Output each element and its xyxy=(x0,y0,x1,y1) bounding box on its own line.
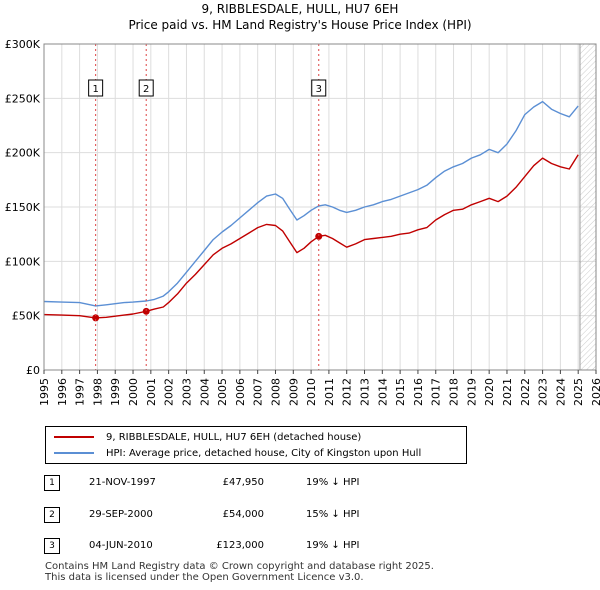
x-tick-label: 1995 xyxy=(38,378,51,406)
transaction-row-3: 3 04-JUN-2010 £123,000 19% ↓ HPI xyxy=(44,537,600,555)
transaction-row-1: 1 21-NOV-1997 £47,950 19% ↓ HPI xyxy=(44,474,600,492)
x-tick-label: 2022 xyxy=(519,378,532,406)
x-tick-label: 2013 xyxy=(359,378,372,406)
x-tick-label: 2007 xyxy=(252,378,265,406)
x-tick-label: 2020 xyxy=(483,378,496,406)
x-tick-label: 2014 xyxy=(376,378,389,406)
transaction-hpi-diff: 19% ↓ HPI xyxy=(306,477,360,488)
plot-area-frame xyxy=(43,43,597,371)
sale-marker-box xyxy=(138,79,154,97)
x-tick-label: 2000 xyxy=(127,378,140,406)
x-tick-label: 2019 xyxy=(465,378,478,406)
x-tick-label: 1996 xyxy=(56,378,69,406)
y-tick-label: £200K xyxy=(5,147,41,160)
transaction-date: 29-SEP-2000 xyxy=(89,509,153,520)
transaction-price: £54,000 xyxy=(222,509,264,520)
x-tick-label: 2011 xyxy=(323,378,336,406)
transaction-price: £47,950 xyxy=(222,477,264,488)
x-tick-label: 2004 xyxy=(198,378,211,406)
legend-item-property: 9, RIBBLESDALE, HULL, HU7 6EH (detached … xyxy=(54,430,361,444)
x-tick-label: 2009 xyxy=(287,378,300,406)
x-tick-label: 2010 xyxy=(305,378,318,406)
x-tick-label: 2021 xyxy=(501,378,514,406)
x-tick-label: 2003 xyxy=(180,378,193,406)
sale-marker-label: 2 xyxy=(143,84,149,95)
price-chart: 1 2 3 £0 £50K £100K £150K £200K £250K £300K 1995 1… xyxy=(5,38,600,406)
x-tick-label: 2008 xyxy=(269,378,282,406)
transaction-hpi-diff: 19% ↓ HPI xyxy=(306,540,360,551)
y-tick-label: £0 xyxy=(26,364,40,377)
x-tick-label: 2012 xyxy=(341,378,354,406)
x-tick-label: 2005 xyxy=(216,378,229,406)
footer-copyright: Contains HM Land Registry data © Crown c… xyxy=(45,561,434,572)
chart-subtitle: Price paid vs. HM Land Registry's House … xyxy=(128,18,472,32)
x-tick-label: 1998 xyxy=(91,378,104,406)
x-tick-label: 2023 xyxy=(537,378,550,406)
legend-item-hpi: HPI: Average price, detached house, City… xyxy=(54,446,421,460)
x-tick-label: 2017 xyxy=(430,378,443,406)
x-tick-label: 2001 xyxy=(145,378,158,406)
sale-marker-label: 1 xyxy=(92,84,98,95)
chart-title: 9, RIBBLESDALE, HULL, HU7 6EH xyxy=(201,2,399,16)
footer-licence: This data is licensed under the Open Gov… xyxy=(45,572,364,583)
x-tick-label: 2015 xyxy=(394,378,407,406)
chart-legend: 9, RIBBLESDALE, HULL, HU7 6EH (detached … xyxy=(45,426,467,464)
transaction-hpi-diff: 15% ↓ HPI xyxy=(306,509,360,520)
x-tick-label: 2024 xyxy=(554,378,567,406)
future-hatch-region xyxy=(579,44,596,370)
transaction-number: 3 xyxy=(44,538,60,554)
legend-swatch-hpi xyxy=(54,452,94,454)
transaction-row-2: 2 29-SEP-2000 £54,000 15% ↓ HPI xyxy=(44,506,600,524)
y-tick-label: £300K xyxy=(5,38,41,51)
sale-point xyxy=(142,307,150,315)
legend-label-property: 9, RIBBLESDALE, HULL, HU7 6EH (detached … xyxy=(106,431,362,443)
transaction-number: 1 xyxy=(44,475,60,491)
x-tick-label: 2026 xyxy=(590,378,600,406)
sale-marker-label: 3 xyxy=(316,84,322,95)
transaction-date: 21-NOV-1997 xyxy=(89,477,156,488)
x-tick-label: 2016 xyxy=(412,378,425,406)
y-tick-label: £250K xyxy=(5,92,41,105)
transaction-number: 2 xyxy=(44,507,60,523)
y-tick-label: £50K xyxy=(12,310,41,323)
x-tick-label: 1997 xyxy=(74,378,87,406)
y-tick-label: £100K xyxy=(5,255,41,268)
legend-swatch-property xyxy=(54,436,94,438)
hpi-line xyxy=(43,100,579,307)
y-tick-label: £150K xyxy=(5,201,41,214)
x-tick-label: 2025 xyxy=(572,378,585,406)
sale-point xyxy=(92,314,100,322)
transaction-date: 04-JUN-2010 xyxy=(89,540,153,551)
sale-point xyxy=(315,232,323,240)
x-tick-label: 1999 xyxy=(109,378,122,406)
x-tick-label: 2006 xyxy=(234,378,247,406)
transaction-price: £123,000 xyxy=(216,540,264,551)
x-tick-label: 2018 xyxy=(448,378,461,406)
sale-marker-box xyxy=(311,79,327,97)
x-tick-label: 2002 xyxy=(163,378,176,406)
sale-marker-box xyxy=(88,79,104,97)
legend-label-hpi: HPI: Average price, detached house, City… xyxy=(106,447,422,459)
